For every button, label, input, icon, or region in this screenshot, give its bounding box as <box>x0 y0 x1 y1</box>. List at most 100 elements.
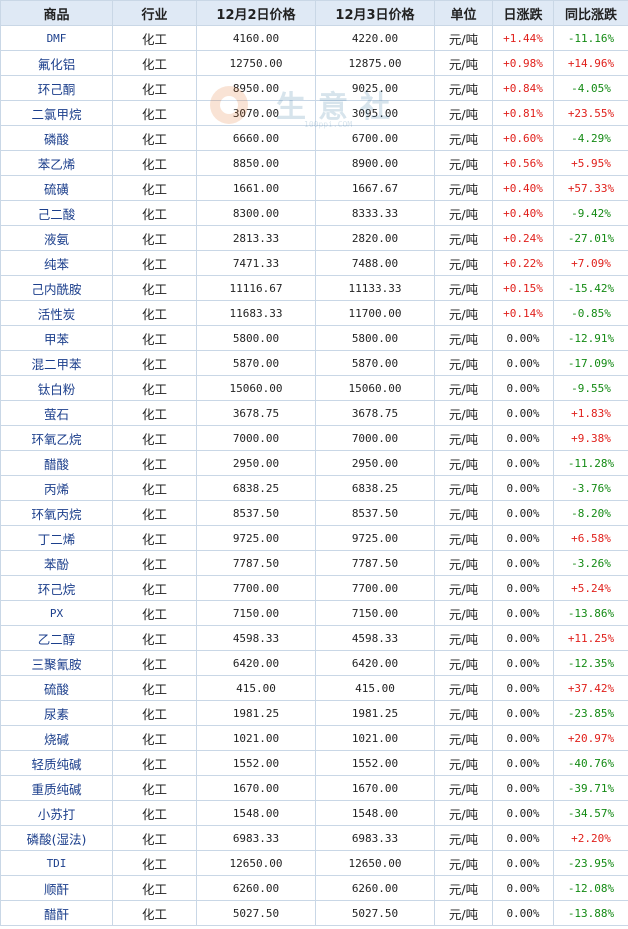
yoy-change-cell: -0.85% <box>553 300 628 326</box>
price-dec3-cell: 4220.00 <box>315 25 435 51</box>
price-dec3-cell: 8537.50 <box>315 500 435 526</box>
price-dec3-cell: 2950.00 <box>315 450 435 476</box>
header-yoy-change: 同比涨跌 <box>553 0 628 26</box>
commodity-link[interactable]: 丙烯 <box>0 475 113 501</box>
table-row: DMF 化工 4160.00 4220.00 元/吨 +1.44% -11.16% <box>0 25 628 51</box>
commodity-link[interactable]: 三聚氰胺 <box>0 650 113 676</box>
yoy-change-cell: -40.76% <box>553 750 628 776</box>
daily-change-cell: 0.00% <box>492 800 554 826</box>
table-row: 纯苯 化工 7471.33 7488.00 元/吨 +0.22% +7.09% <box>0 250 628 276</box>
commodity-link[interactable]: 液氨 <box>0 225 113 251</box>
commodity-link[interactable]: 环氧乙烷 <box>0 425 113 451</box>
unit-cell: 元/吨 <box>434 725 493 751</box>
daily-change-cell: +0.40% <box>492 175 554 201</box>
commodity-link[interactable]: 顺酐 <box>0 875 113 901</box>
table-row: 己二酸 化工 8300.00 8333.33 元/吨 +0.40% -9.42% <box>0 200 628 226</box>
commodity-link[interactable]: TDI <box>0 850 113 876</box>
commodity-link[interactable]: 硫磺 <box>0 175 113 201</box>
industry-cell: 化工 <box>112 400 197 426</box>
table-row: 环氧乙烷 化工 7000.00 7000.00 元/吨 0.00% +9.38% <box>0 425 628 451</box>
price-dec2-cell: 4598.33 <box>196 625 316 651</box>
commodity-link[interactable]: DMF <box>0 25 113 51</box>
industry-cell: 化工 <box>112 300 197 326</box>
industry-cell: 化工 <box>112 475 197 501</box>
commodity-link[interactable]: 钛白粉 <box>0 375 113 401</box>
daily-change-cell: 0.00% <box>492 450 554 476</box>
commodity-link[interactable]: 环氧丙烷 <box>0 500 113 526</box>
yoy-change-cell: -12.35% <box>553 650 628 676</box>
unit-cell: 元/吨 <box>434 550 493 576</box>
daily-change-cell: 0.00% <box>492 700 554 726</box>
industry-cell: 化工 <box>112 725 197 751</box>
price-dec2-cell: 6660.00 <box>196 125 316 151</box>
commodity-link[interactable]: 烧碱 <box>0 725 113 751</box>
price-dec3-cell: 3095.00 <box>315 100 435 126</box>
commodity-link[interactable]: 苯酚 <box>0 550 113 576</box>
price-dec3-cell: 6260.00 <box>315 875 435 901</box>
industry-cell: 化工 <box>112 375 197 401</box>
commodity-link[interactable]: 重质纯碱 <box>0 775 113 801</box>
yoy-change-cell: +1.83% <box>553 400 628 426</box>
price-dec3-cell: 5870.00 <box>315 350 435 376</box>
commodity-link[interactable]: 己内酰胺 <box>0 275 113 301</box>
unit-cell: 元/吨 <box>434 850 493 876</box>
table-row: 烧碱 化工 1021.00 1021.00 元/吨 0.00% +20.97% <box>0 725 628 751</box>
industry-cell: 化工 <box>112 200 197 226</box>
daily-change-cell: 0.00% <box>492 325 554 351</box>
commodity-link[interactable]: 尿素 <box>0 700 113 726</box>
table-row: 环己酮 化工 8950.00 9025.00 元/吨 +0.84% -4.05% <box>0 75 628 101</box>
table-row: 萤石 化工 3678.75 3678.75 元/吨 0.00% +1.83% <box>0 400 628 426</box>
commodity-link[interactable]: 活性炭 <box>0 300 113 326</box>
commodity-link[interactable]: 磷酸(湿法) <box>0 825 113 851</box>
yoy-change-cell: -4.29% <box>553 125 628 151</box>
yoy-change-cell: +5.95% <box>553 150 628 176</box>
price-dec2-cell: 3678.75 <box>196 400 316 426</box>
commodity-link[interactable]: 醋酐 <box>0 900 113 926</box>
industry-cell: 化工 <box>112 675 197 701</box>
price-dec2-cell: 4160.00 <box>196 25 316 51</box>
commodity-link[interactable]: 纯苯 <box>0 250 113 276</box>
yoy-change-cell: -23.95% <box>553 850 628 876</box>
industry-cell: 化工 <box>112 575 197 601</box>
daily-change-cell: 0.00% <box>492 625 554 651</box>
commodity-link[interactable]: 乙二醇 <box>0 625 113 651</box>
commodity-link[interactable]: 丁二烯 <box>0 525 113 551</box>
commodity-link[interactable]: 氟化铝 <box>0 50 113 76</box>
daily-change-cell: 0.00% <box>492 550 554 576</box>
price-dec2-cell: 7700.00 <box>196 575 316 601</box>
unit-cell: 元/吨 <box>434 300 493 326</box>
commodity-link[interactable]: 环己烷 <box>0 575 113 601</box>
commodity-link[interactable]: 醋酸 <box>0 450 113 476</box>
price-dec3-cell: 7787.50 <box>315 550 435 576</box>
commodity-link[interactable]: 小苏打 <box>0 800 113 826</box>
price-dec2-cell: 6838.25 <box>196 475 316 501</box>
yoy-change-cell: -34.57% <box>553 800 628 826</box>
industry-cell: 化工 <box>112 825 197 851</box>
commodity-link[interactable]: 己二酸 <box>0 200 113 226</box>
yoy-change-cell: -17.09% <box>553 350 628 376</box>
commodity-link[interactable]: 混二甲苯 <box>0 350 113 376</box>
price-dec3-cell: 8333.33 <box>315 200 435 226</box>
commodity-link[interactable]: 萤石 <box>0 400 113 426</box>
unit-cell: 元/吨 <box>434 100 493 126</box>
commodity-link[interactable]: 环己酮 <box>0 75 113 101</box>
daily-change-cell: 0.00% <box>492 425 554 451</box>
industry-cell: 化工 <box>112 900 197 926</box>
commodity-link[interactable]: 磷酸 <box>0 125 113 151</box>
commodity-link[interactable]: 轻质纯碱 <box>0 750 113 776</box>
price-dec3-cell: 1670.00 <box>315 775 435 801</box>
table-row: 三聚氰胺 化工 6420.00 6420.00 元/吨 0.00% -12.35% <box>0 650 628 676</box>
table-row: 轻质纯碱 化工 1552.00 1552.00 元/吨 0.00% -40.76% <box>0 750 628 776</box>
commodity-link[interactable]: 苯乙烯 <box>0 150 113 176</box>
commodity-link[interactable]: 硫酸 <box>0 675 113 701</box>
unit-cell: 元/吨 <box>434 700 493 726</box>
commodity-link[interactable]: PX <box>0 600 113 626</box>
commodity-link[interactable]: 二氯甲烷 <box>0 100 113 126</box>
price-dec3-cell: 5800.00 <box>315 325 435 351</box>
unit-cell: 元/吨 <box>434 900 493 926</box>
unit-cell: 元/吨 <box>434 350 493 376</box>
price-dec2-cell: 1021.00 <box>196 725 316 751</box>
price-dec2-cell: 12750.00 <box>196 50 316 76</box>
price-dec3-cell: 7000.00 <box>315 425 435 451</box>
commodity-link[interactable]: 甲苯 <box>0 325 113 351</box>
